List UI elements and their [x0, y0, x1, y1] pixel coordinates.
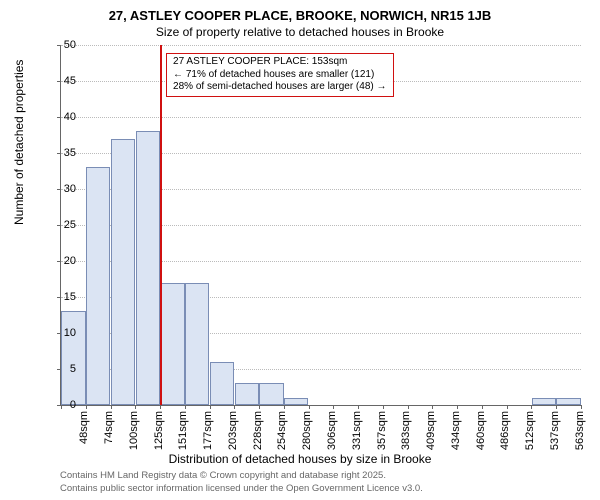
xtick-mark: [86, 405, 87, 409]
histogram-bar: [136, 131, 160, 405]
histogram-bar: [185, 283, 209, 405]
xtick-mark: [507, 405, 508, 409]
xtick-mark: [234, 405, 235, 409]
xtick-mark: [135, 405, 136, 409]
histogram-bar: [111, 139, 135, 405]
xtick-label: 228sqm: [252, 411, 264, 455]
xtick-label: 460sqm: [475, 411, 487, 455]
histogram-bar: [259, 383, 283, 405]
xtick-label: 563sqm: [574, 411, 586, 455]
histogram-bar: [235, 383, 259, 405]
histogram-bar: [556, 398, 580, 405]
xtick-label: 280sqm: [301, 411, 313, 455]
xtick-label: 357sqm: [376, 411, 388, 455]
annotation-line-2: ← 71% of detached houses are smaller (12…: [173, 69, 386, 82]
chart-title-sub: Size of property relative to detached ho…: [0, 25, 600, 39]
ytick-label: 30: [46, 183, 76, 195]
xtick-mark: [581, 405, 582, 409]
histogram-bar: [160, 283, 184, 405]
ytick-label: 45: [46, 75, 76, 87]
xtick-label: 125sqm: [153, 411, 165, 455]
xtick-label: 100sqm: [128, 411, 140, 455]
histogram-bar: [86, 167, 110, 405]
xtick-mark: [556, 405, 557, 409]
xtick-label: 331sqm: [351, 411, 363, 455]
xtick-label: 254sqm: [276, 411, 288, 455]
annotation-line-3: 28% of semi-detached houses are larger (…: [173, 81, 386, 94]
chart-title-main: 27, ASTLEY COOPER PLACE, BROOKE, NORWICH…: [0, 8, 600, 23]
ytick-label: 25: [46, 219, 76, 231]
xtick-label: 177sqm: [202, 411, 214, 455]
xtick-mark: [284, 405, 285, 409]
xtick-mark: [333, 405, 334, 409]
histogram-bar: [284, 398, 308, 405]
xtick-label: 203sqm: [227, 411, 239, 455]
chart-container: 27, ASTLEY COOPER PLACE, BROOKE, NORWICH…: [0, 0, 600, 500]
grid-line: [61, 117, 581, 118]
xtick-label: 74sqm: [103, 411, 115, 455]
xtick-mark: [408, 405, 409, 409]
ytick-label: 50: [46, 39, 76, 51]
footer-line-1: Contains HM Land Registry data © Crown c…: [60, 470, 386, 481]
ytick-label: 5: [46, 363, 76, 375]
histogram-bar: [61, 311, 85, 405]
marker-line: [160, 45, 162, 405]
xtick-label: 486sqm: [499, 411, 511, 455]
xtick-label: 306sqm: [326, 411, 338, 455]
xtick-label: 48sqm: [78, 411, 90, 455]
xtick-label: 537sqm: [549, 411, 561, 455]
xtick-mark: [432, 405, 433, 409]
ytick-label: 10: [46, 327, 76, 339]
ytick-label: 35: [46, 147, 76, 159]
xtick-mark: [358, 405, 359, 409]
ytick-label: 0: [46, 399, 76, 411]
footer-line-2: Contains public sector information licen…: [60, 483, 423, 494]
xtick-mark: [259, 405, 260, 409]
xtick-label: 434sqm: [450, 411, 462, 455]
ytick-label: 20: [46, 255, 76, 267]
xtick-mark: [457, 405, 458, 409]
xtick-label: 151sqm: [177, 411, 189, 455]
xtick-mark: [160, 405, 161, 409]
xtick-label: 409sqm: [425, 411, 437, 455]
annotation-line-1: 27 ASTLEY COOPER PLACE: 153sqm: [173, 56, 386, 69]
xtick-mark: [185, 405, 186, 409]
histogram-bar: [532, 398, 556, 405]
annotation-box: 27 ASTLEY COOPER PLACE: 153sqm← 71% of d…: [166, 53, 393, 97]
xtick-label: 383sqm: [400, 411, 412, 455]
xtick-mark: [383, 405, 384, 409]
xtick-mark: [309, 405, 310, 409]
plot-area: 27 ASTLEY COOPER PLACE: 153sqm← 71% of d…: [60, 45, 581, 406]
histogram-bar: [210, 362, 234, 405]
xtick-mark: [531, 405, 532, 409]
xtick-label: 512sqm: [524, 411, 536, 455]
xtick-mark: [482, 405, 483, 409]
ytick-label: 15: [46, 291, 76, 303]
xtick-mark: [111, 405, 112, 409]
grid-line: [61, 45, 581, 46]
y-axis-label: Number of detached properties: [12, 60, 26, 225]
xtick-mark: [210, 405, 211, 409]
ytick-label: 40: [46, 111, 76, 123]
